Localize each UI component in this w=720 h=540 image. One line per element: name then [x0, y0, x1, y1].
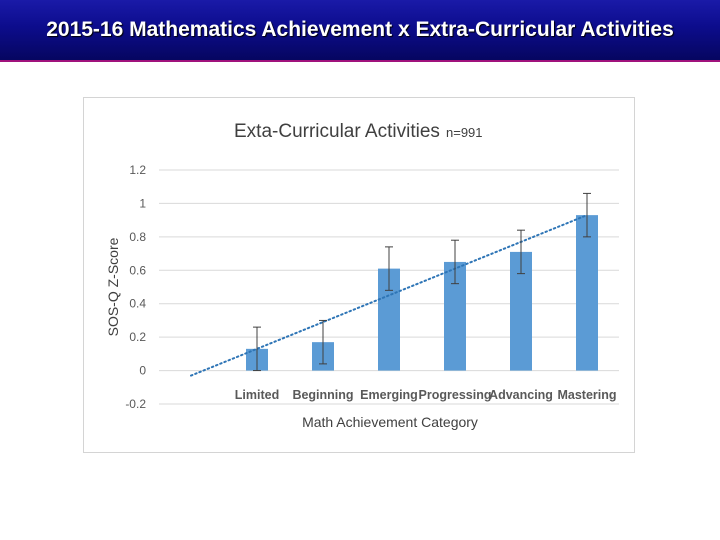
bars: [246, 215, 598, 371]
x-axis-title: Math Achievement Category: [302, 414, 478, 430]
bar: [510, 251, 532, 371]
bar: [444, 261, 466, 371]
y-tick-label: 0.4: [129, 297, 146, 311]
chart-frame: -0.2 0 0.2 0.4 0.6 0.8 1 1.2 Limited Beginning Eme…: [83, 97, 635, 453]
x-category-label: Mastering: [557, 388, 616, 402]
error-bar: [451, 239, 459, 285]
bar: [576, 215, 598, 371]
error-bar: [517, 229, 525, 275]
axis-labels: -0.2 0 0.2 0.4 0.6 0.8 1 1.2 Limited Beginning Eme…: [125, 163, 616, 411]
gridlines: [159, 169, 619, 405]
y-tick-label: 0.8: [129, 230, 146, 244]
error-bar: [385, 246, 393, 291]
y-axis-title: SOS-Q Z-Score: [105, 237, 121, 336]
y-tick-label: 0.6: [129, 263, 146, 277]
bar: [378, 268, 400, 371]
error-bar: [253, 326, 261, 372]
x-category-label: Beginning: [292, 388, 353, 402]
y-tick-label: 1: [139, 196, 146, 210]
slide-title: 2015-16 Mathematics Achievement x Extra-…: [46, 18, 674, 41]
slide-header-bar: [0, 0, 720, 62]
x-category-label: Emerging: [360, 388, 418, 402]
y-tick-label: -0.2: [125, 397, 146, 411]
error-bar: [319, 319, 327, 365]
x-category-label: Advancing: [489, 388, 553, 402]
y-tick-label: 1.2: [129, 163, 146, 177]
bar-chart: -0.2 0 0.2 0.4 0.6 0.8 1 1.2 Limited Beginning Eme…: [105, 121, 619, 430]
x-category-label: Progressing: [419, 388, 492, 402]
chart-subtitle: n=991: [446, 125, 483, 140]
error-bars: [253, 192, 591, 372]
chart-title: Exta-Curricular Activities: [234, 121, 440, 142]
x-category-label: Limited: [235, 388, 279, 402]
y-tick-label: 0.2: [129, 330, 146, 344]
error-bar: [583, 192, 591, 238]
y-tick-label: 0: [139, 364, 146, 378]
